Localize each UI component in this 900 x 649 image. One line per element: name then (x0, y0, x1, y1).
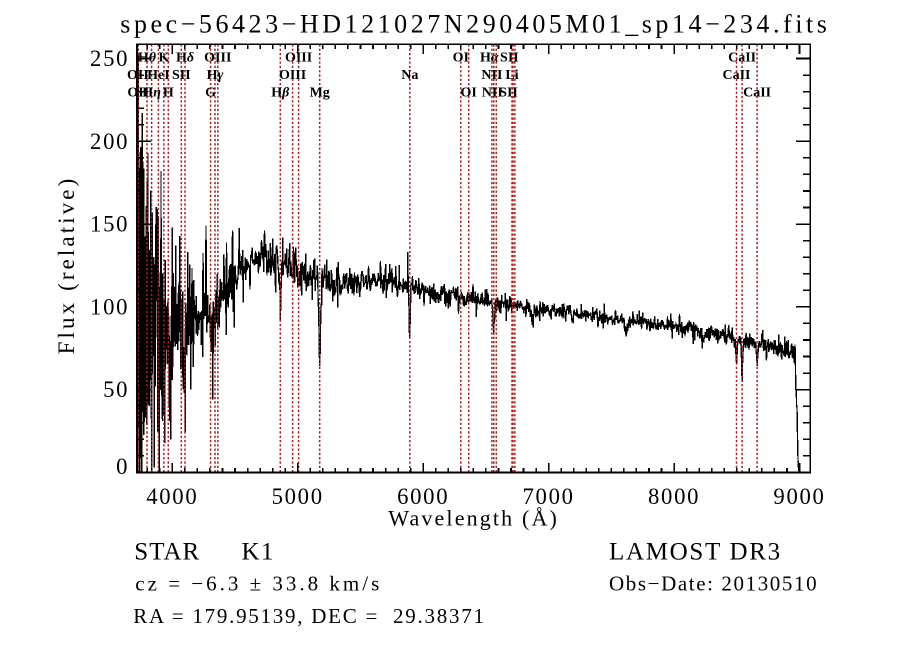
svg-text:CaII: CaII (743, 86, 771, 101)
svg-text:RA = 179.95139, DEC = 29.3837: RA = 179.95139, DEC = 29.38371 (133, 604, 485, 628)
svg-text:SII: SII (499, 86, 518, 101)
svg-text:200: 200 (90, 129, 129, 154)
svg-text:spec−56423−HD121027N290405M01_: spec−56423−HD121027N290405M01_sp14−234.f… (120, 10, 830, 39)
svg-text:LAMOST DR3: LAMOST DR3 (609, 538, 782, 565)
svg-text:STAR: STAR (134, 539, 200, 566)
svg-text:cz = −6.3 ± 33.8 km/s: cz = −6.3 ± 33.8 km/s (135, 571, 382, 595)
svg-text:150: 150 (90, 212, 129, 237)
svg-text:CaII: CaII (722, 68, 750, 83)
svg-text:7000: 7000 (523, 484, 575, 509)
svg-text:SII: SII (500, 51, 519, 66)
svg-text:Li: Li (505, 68, 518, 83)
svg-text:H: H (163, 86, 174, 101)
svg-text:0: 0 (116, 454, 129, 479)
svg-text:250: 250 (90, 46, 129, 71)
svg-text:NII: NII (482, 86, 503, 101)
svg-text:Hη: Hη (142, 86, 161, 101)
svg-text:SII: SII (172, 68, 191, 83)
svg-text:OI: OI (453, 51, 469, 66)
svg-text:Na: Na (401, 68, 418, 83)
svg-text:K1: K1 (242, 539, 275, 566)
svg-text:NII: NII (481, 68, 502, 83)
svg-text:8000: 8000 (648, 484, 700, 509)
svg-text:Hδ: Hδ (176, 51, 194, 66)
svg-text:K: K (158, 51, 169, 66)
svg-text:HeI: HeI (147, 68, 170, 83)
svg-text:5000: 5000 (272, 484, 324, 509)
svg-text:Hβ: Hβ (271, 86, 290, 101)
svg-text:50: 50 (103, 377, 129, 402)
svg-text:100: 100 (90, 294, 129, 319)
svg-text:CaII: CaII (728, 51, 756, 66)
svg-text:4000: 4000 (146, 484, 198, 509)
svg-text:Mg: Mg (310, 86, 330, 101)
svg-text:OIII: OIII (285, 51, 312, 66)
svg-text:OIII: OIII (204, 51, 231, 66)
svg-text:Wavelength (Å): Wavelength (Å) (388, 506, 559, 531)
svg-text:Obs−Date: 20130510: Obs−Date: 20130510 (609, 571, 818, 595)
svg-text:OII: OII (127, 86, 149, 101)
svg-text:OIII: OIII (279, 68, 306, 83)
svg-text:OI: OI (461, 86, 477, 101)
svg-text:Hα: Hα (480, 51, 499, 66)
svg-text:6000: 6000 (397, 484, 449, 509)
svg-text:Flux (relative): Flux (relative) (54, 176, 79, 355)
svg-text:9000: 9000 (773, 484, 825, 509)
svg-text:Hγ: Hγ (207, 68, 224, 83)
svg-text:G: G (205, 86, 216, 101)
